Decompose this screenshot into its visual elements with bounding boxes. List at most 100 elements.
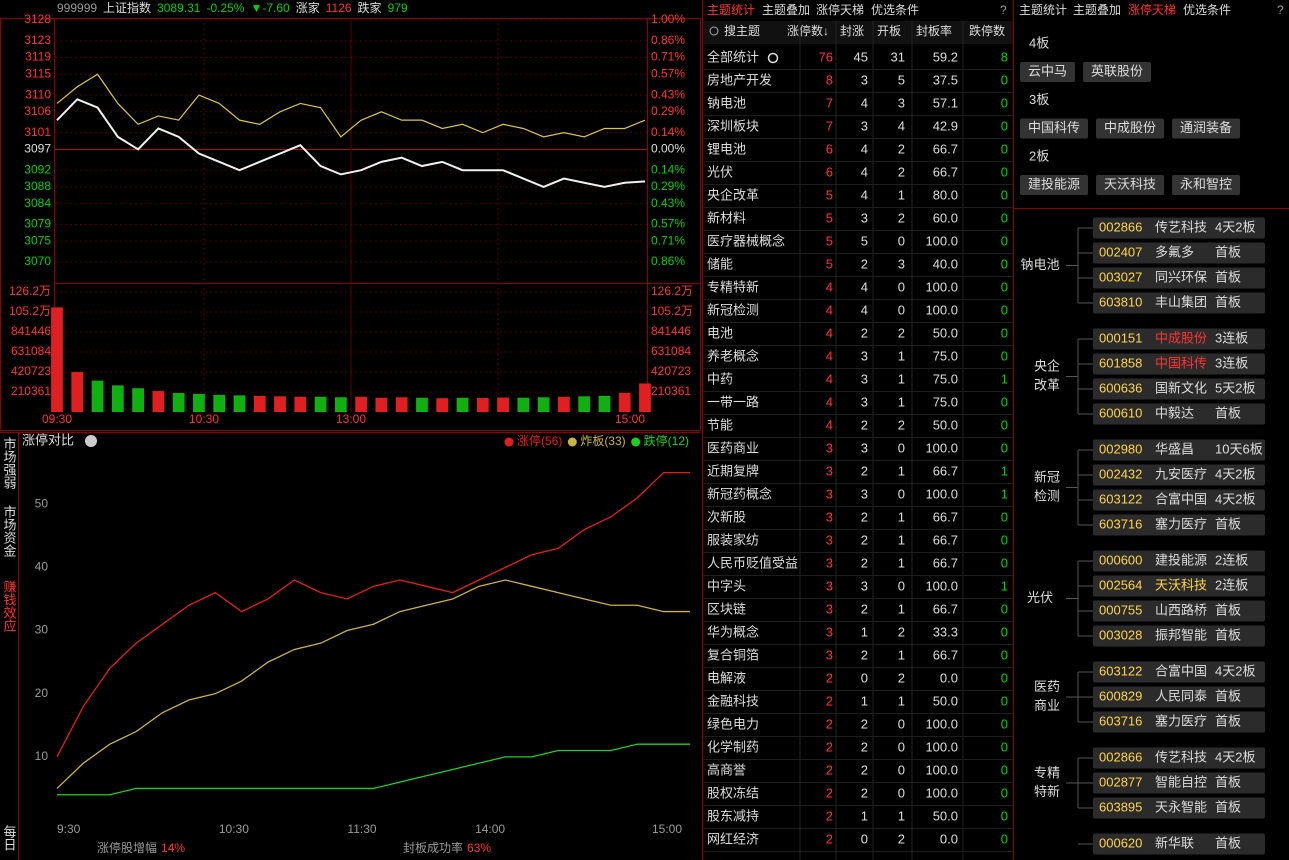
theme-name[interactable]: 节能 [707,417,733,432]
theme-name[interactable]: 复合铜箔 [707,647,759,662]
theme-name[interactable]: 人民币贬值受益 [707,555,798,570]
theme-name[interactable]: 华为概念 [707,624,759,639]
theme-name[interactable]: 网红经济 [707,831,759,846]
column-header[interactable]: 封板率 [916,23,952,38]
stock-chip[interactable] [1096,118,1165,139]
stock-chip[interactable] [1093,833,1265,855]
tab[interactable]: 涨停天梯 [816,2,864,17]
theme-name[interactable]: 新冠药概念 [707,486,772,501]
theme-name[interactable]: 电解液 [707,670,746,685]
side-tab[interactable]: 赚钱效应 [2,579,17,632]
theme-name[interactable]: 专精特新 [707,279,759,294]
theme-name[interactable]: 区块链 [707,601,746,616]
theme-name[interactable]: 医疗器械概念 [707,233,785,248]
stock-chip[interactable] [1093,514,1265,536]
stock-chip[interactable] [1093,267,1265,289]
stock-name[interactable]: 中成股份 [1104,120,1156,135]
stock-name[interactable]: 中国科传 [1028,120,1080,135]
stock-chip[interactable] [1093,292,1265,314]
stock-chip[interactable] [1093,439,1265,461]
stock-chip[interactable] [1172,118,1241,139]
theme-name[interactable]: 绿色电力 [707,716,759,731]
legend-label: 涨停(56) [517,433,562,448]
stock-chip[interactable] [1093,711,1265,733]
tab[interactable]: 主题统计 [707,3,755,17]
x-tick-label: 14:00 [475,822,505,836]
stock-chip[interactable] [1093,217,1265,239]
theme-name[interactable]: 钠电池 [707,95,746,110]
theme-name[interactable]: 深圳板块 [707,118,759,133]
stock-chip[interactable] [1093,661,1265,683]
theme-name[interactable]: 新材料 [707,210,746,225]
stock-name[interactable]: 天沃科技 [1104,176,1156,191]
stock-chip[interactable] [1093,625,1265,647]
theme-name[interactable]: 一带一路 [707,394,759,409]
theme-cell: 50.0 [933,417,958,432]
theme-name[interactable]: 医药商业 [707,440,759,455]
stock-chip[interactable] [1093,550,1265,572]
stock-code: 603122 [1099,663,1142,678]
stock-chip[interactable] [1093,797,1265,819]
stock-chip[interactable] [1020,175,1089,195]
tab[interactable]: 优选条件 [871,3,919,17]
search-box[interactable]: 搜主题 [724,23,760,38]
theme-name[interactable]: 养老概念 [707,348,759,363]
theme-name[interactable]: 近期复牌 [707,463,759,478]
column-header[interactable]: 跌停数 [969,23,1005,38]
stock-chip[interactable] [1020,62,1076,82]
column-header[interactable]: 封涨 [840,23,864,38]
theme-name[interactable]: 电池 [707,325,733,340]
tab[interactable]: 涨停天梯 [1128,2,1176,17]
side-tab[interactable]: 市场资金 [2,504,17,557]
column-header[interactable]: 涨停数↓ [787,23,829,38]
column-header[interactable]: 开板 [877,24,901,38]
stock-chip[interactable] [1093,489,1265,511]
theme-name[interactable]: 高商誉 [707,762,746,777]
theme-name[interactable]: 光伏 [707,164,733,179]
theme-name[interactable]: 央企改革 [707,187,759,202]
stock-name: 塞力医疗 [1155,516,1207,531]
theme-name[interactable]: 金融科技 [707,693,759,708]
stock-name[interactable]: 永和智控 [1180,176,1232,191]
theme-name[interactable]: 中字头 [707,578,746,593]
stock-name[interactable]: 通润装备 [1180,120,1232,135]
footer-value: 63% [467,841,491,855]
theme-name[interactable]: 新冠检测 [707,302,759,317]
stock-chip[interactable] [1172,175,1241,195]
tab[interactable]: 优选条件 [1183,3,1231,17]
theme-name[interactable]: 次新股 [707,509,746,524]
tab[interactable]: 主题叠加 [762,3,810,17]
theme-name[interactable]: 化学制药 [707,739,759,754]
theme-name[interactable]: 房地产开发 [707,72,772,87]
stock-chip[interactable] [1096,175,1165,195]
stock-chip[interactable] [1093,464,1265,486]
stock-name[interactable]: 云中马 [1028,63,1067,78]
stock-chip[interactable] [1093,686,1265,708]
stock-chip[interactable] [1093,403,1265,425]
theme-name[interactable]: 股东减持 [707,808,759,823]
theme-name[interactable]: 服装家纺 [707,532,759,547]
side-tab[interactable]: 市场强弱 [2,436,17,489]
stock-chip[interactable] [1093,328,1265,350]
theme-name[interactable]: 股权冻结 [707,785,759,800]
theme-name[interactable]: 锂电池 [707,141,746,156]
stock-name[interactable]: 建投能源 [1028,176,1080,191]
theme-cell: 0 [898,578,905,593]
side-tab[interactable]: 每日 [2,824,17,851]
tab[interactable]: 主题统计 [1019,3,1067,17]
theme-name[interactable]: 中药 [707,371,733,386]
stock-chip[interactable] [1093,772,1265,794]
tab[interactable]: 主题叠加 [1073,3,1121,17]
stock-chip[interactable] [1093,242,1265,264]
stock-chip[interactable] [1093,575,1265,597]
stock-chip[interactable] [1093,600,1265,622]
stock-chip[interactable] [1093,747,1265,769]
theme-name[interactable]: 全部统计 [707,49,759,64]
stock-chip[interactable] [1093,353,1265,375]
theme-cell: 2 [826,670,833,685]
stock-chip[interactable] [1083,62,1152,82]
stock-chip[interactable] [1020,118,1089,139]
stock-chip[interactable] [1093,378,1265,400]
stock-name[interactable]: 英联股份 [1091,63,1143,78]
theme-name[interactable]: 储能 [707,256,733,271]
